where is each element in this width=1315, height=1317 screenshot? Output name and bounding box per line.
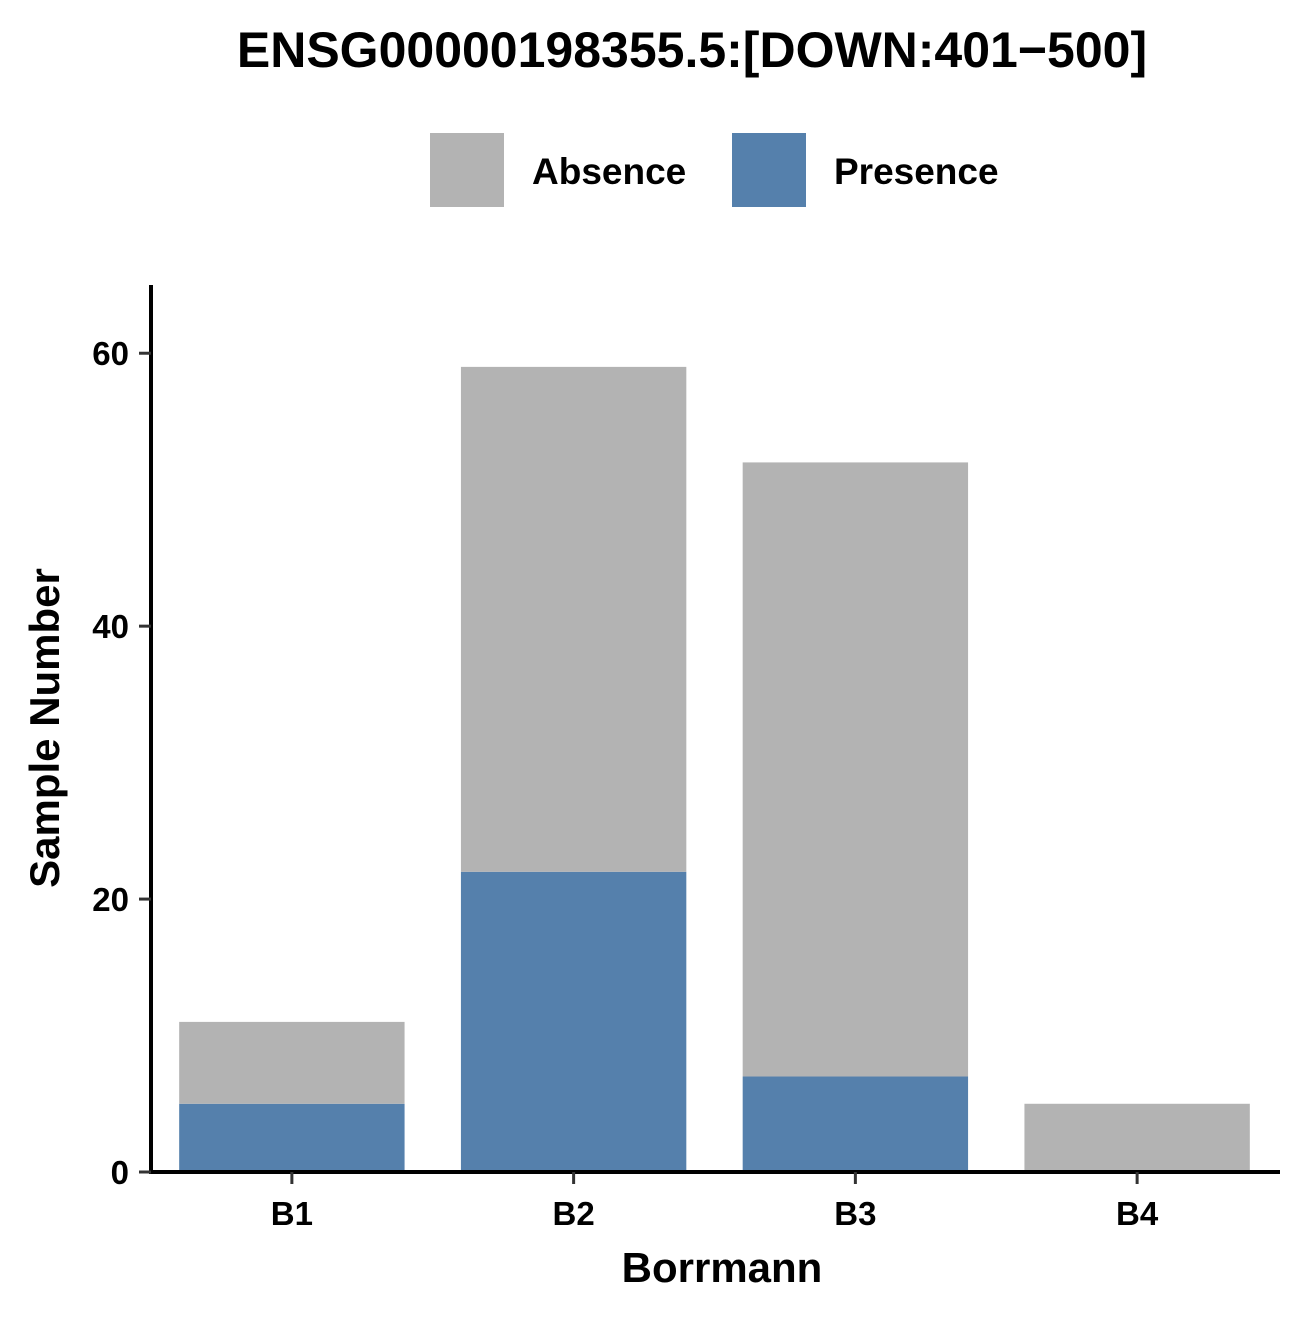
y-tick-label: 20 [92,881,129,918]
x-tick-label: B3 [834,1195,876,1232]
x-tick-label: B4 [1116,1195,1159,1232]
bar-absence-b1 [179,1021,405,1104]
bar-presence-b1 [179,1103,405,1172]
bars-group [179,366,1250,1172]
chart-title: ENSG00000198355.5:[DOWN:401−500] [237,22,1147,78]
bar-absence-b2 [460,366,687,872]
y-tick-label: 0 [111,1154,129,1191]
x-axis-ticks: B1 B2 B3 B4 [271,1172,1159,1232]
y-axis-title: Sample Number [21,568,68,888]
y-tick-label: 40 [92,608,129,645]
legend-label-absence: Absence [532,151,686,192]
x-axis-title: Borrmann [622,1244,823,1291]
legend: Absence Presence [430,133,999,207]
bar-absence-b3 [742,462,969,1077]
legend-key-absence [430,133,504,207]
bar-presence-b3 [742,1076,969,1172]
x-tick-label: B1 [271,1195,313,1232]
legend-key-presence [732,133,806,207]
y-tick-label: 60 [92,335,129,372]
x-tick-label: B2 [553,1195,595,1232]
bar-absence-b4 [1024,1103,1250,1172]
y-axis-ticks: 0 20 40 60 [92,335,151,1191]
bar-presence-b2 [460,871,687,1172]
legend-label-presence: Presence [834,151,999,192]
